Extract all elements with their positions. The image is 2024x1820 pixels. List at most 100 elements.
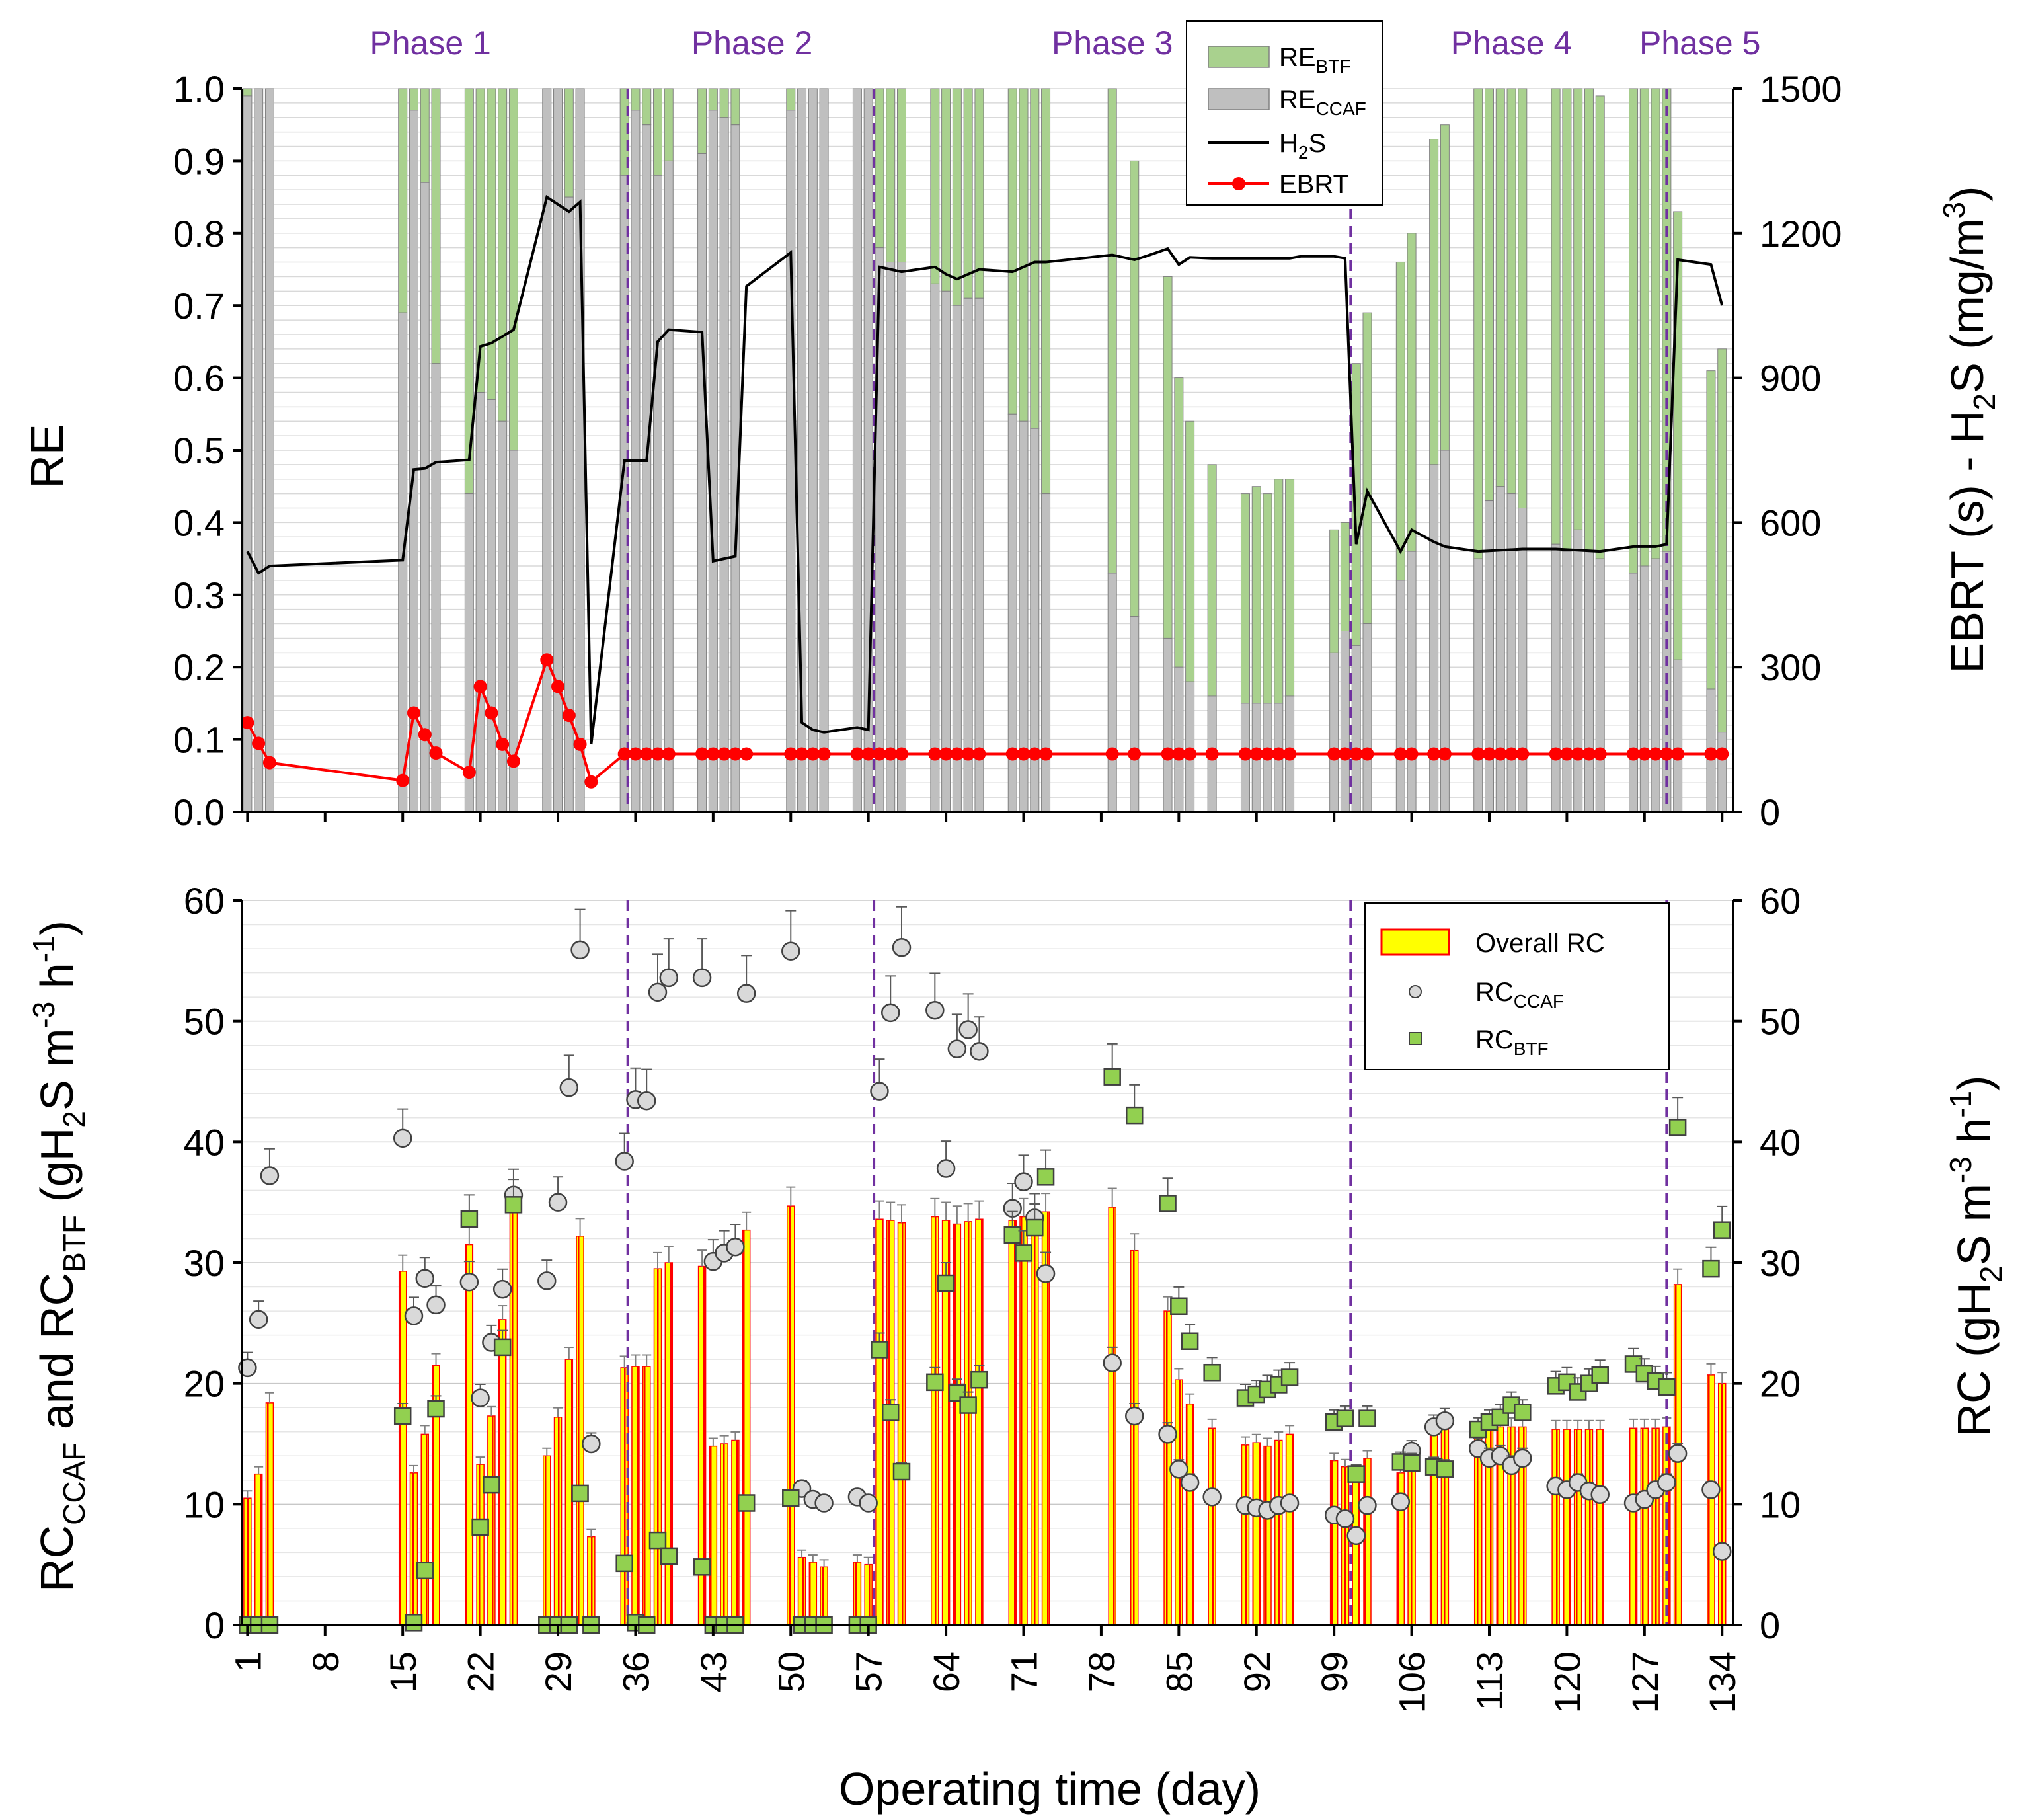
bottom-y2-axis-title: RC (gH2S m-3 h-1) [1943,1076,2008,1437]
overall-rc-bar [1352,1472,1360,1626]
rc-btf-point [1170,1297,1188,1316]
re-ccaf-bar [1041,493,1051,812]
bottom-y-tick-label: 30 [184,1242,225,1284]
overall-rc-bar [409,1472,418,1626]
rc-btf-point [1026,1218,1044,1237]
overall-rc-bar [1573,1429,1582,1626]
rc-btf-point [1403,1454,1421,1472]
ebrt-point [961,747,975,761]
ebrt-point [429,746,443,760]
bottom-x-tick-label: 127 [1624,1651,1666,1713]
ebrt-point [1482,747,1496,761]
top-y-tick-label: 0.5 [173,430,225,471]
bottom-x-tick-label: 120 [1546,1651,1588,1713]
ebrt-point [584,775,598,789]
re-btf-bar [420,88,430,183]
legend-re-btf-label: REBTF [1279,43,1350,77]
rc-ccaf-point [471,1388,490,1407]
re-ccaf-bar [1185,681,1195,812]
ebrt-series [241,653,1729,789]
ebrt-point [407,706,420,720]
overall-rc-bar [1130,1249,1139,1626]
rc-btf-point [1436,1460,1454,1478]
phase-label: Phase 4 [1451,24,1572,61]
ebrt-point [573,737,587,751]
ebrt-point [1549,747,1563,761]
rc-ccaf-point [570,940,590,960]
ebrt-point [1715,747,1729,761]
ebrt-point [1571,747,1585,761]
ebrt-point [1516,747,1530,761]
re-btf-bar [1240,493,1250,704]
ebrt-point [939,747,953,761]
rc-ccaf-point [548,1193,568,1212]
legend-overall-rc-swatch [1380,928,1450,956]
overall-rc-bar [1640,1427,1649,1626]
ebrt-point [1504,747,1518,761]
ebrt-point [1582,747,1596,761]
top-y-tick-label: 0.7 [173,285,225,327]
rc-ccaf-point [492,1279,512,1299]
ebrt-point [562,709,576,723]
re-btf-bar [508,88,518,451]
rc-ccaf-point [1014,1172,1033,1191]
ebrt-point [1427,747,1441,761]
ebrt-point [1249,747,1263,761]
overall-rc-bar [1208,1427,1216,1626]
re-ccaf-bar [952,305,962,812]
rc-btf-point [660,1547,678,1565]
re-btf-bar [1107,88,1117,574]
rc-ccaf-point [781,941,800,961]
bottom-y2-tick-label: 20 [1760,1363,1801,1405]
ebrt-point [1238,747,1252,761]
overall-rc-bar [576,1236,584,1626]
top-re-bars [243,88,1727,812]
rc-ccaf-point [415,1269,435,1288]
re-ccaf-bar [852,88,862,812]
re-btf-bar [1019,88,1029,422]
re-ccaf-bar [930,283,940,812]
bottom-x-tick-label: 50 [770,1651,812,1692]
rc-ccaf-point [1391,1492,1411,1511]
rc-btf-point [1668,1119,1687,1136]
top-y2-tick-label: 1200 [1760,213,1842,255]
rc-ccaf-point [1124,1406,1144,1426]
overall-rc-bar [964,1221,972,1626]
ebrt-point [728,747,742,761]
ebrt-point [462,766,476,779]
re-ccaf-bar [819,88,829,812]
re-ccaf-bar [697,153,707,812]
ebrt-point [1205,747,1219,761]
re-btf-bar [1207,464,1217,697]
re-btf-bar [708,88,718,111]
re-btf-bar [1717,348,1727,733]
rc-btf-point [1181,1332,1199,1350]
bottom-y-tick-label: 40 [184,1121,225,1163]
overall-rc-bar [853,1562,862,1626]
re-ccaf-bar [1130,616,1140,812]
overall-rc-bar [731,1439,740,1626]
rc-ccaf-point [814,1493,834,1513]
ebrt-point [850,747,864,761]
rc-ccaf-point [892,937,912,957]
re-ccaf-bar [1595,558,1605,812]
ebrt-point [496,737,510,751]
re-btf-bar [487,88,496,400]
re-ccaf-bar [897,262,907,812]
legend-rc-btf-marker [1409,1032,1422,1045]
phase-label: Phase 1 [370,24,490,61]
overall-rc-bar [1707,1374,1715,1626]
bottom-x-tick-label: 92 [1236,1651,1278,1692]
re-ccaf-bar [664,160,674,812]
bottom-legend: Overall RC RCCCAF RCBTF [1364,902,1670,1070]
bottom-x-tick-label: 106 [1391,1651,1433,1713]
rc-ccaf-point [1657,1473,1676,1492]
ebrt-point [1560,747,1574,761]
re-btf-bar [1351,363,1361,646]
re-btf-bar [243,88,253,97]
overall-rc-bar [1008,1220,1017,1626]
rc-btf-point [1159,1195,1177,1212]
rc-btf-point [1015,1244,1032,1262]
re-btf-bar [963,88,973,299]
overall-rc-bar [420,1433,430,1626]
